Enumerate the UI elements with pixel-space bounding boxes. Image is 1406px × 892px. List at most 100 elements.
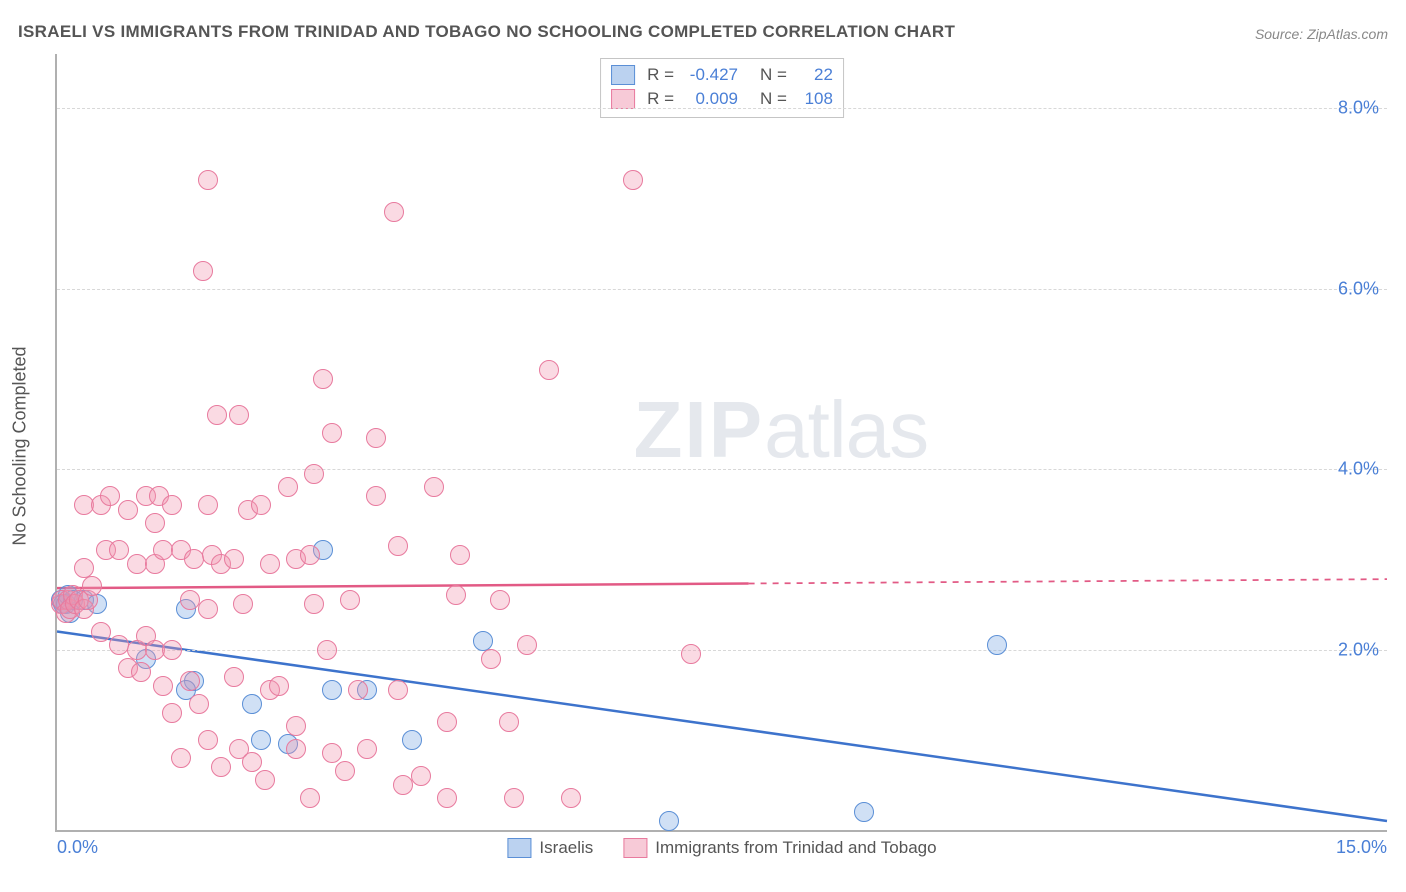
scatter-point: [131, 662, 151, 682]
y-tick: 8.0%: [1338, 98, 1379, 119]
scatter-point: [211, 757, 231, 777]
legend: Israelis Immigrants from Trinidad and To…: [507, 838, 936, 858]
scatter-point: [189, 694, 209, 714]
trend-line-dashed: [749, 579, 1387, 583]
scatter-point: [74, 558, 94, 578]
legend-pink-icon: [623, 838, 647, 858]
scatter-point: [198, 599, 218, 619]
scatter-point: [162, 640, 182, 660]
scatter-point: [681, 644, 701, 664]
scatter-point: [286, 739, 306, 759]
scatter-point: [207, 405, 227, 425]
scatter-point: [450, 545, 470, 565]
scatter-point: [153, 676, 173, 696]
scatter-point: [145, 513, 165, 533]
scatter-point: [854, 802, 874, 822]
scatter-point: [411, 766, 431, 786]
scatter-point: [229, 405, 249, 425]
scatter-point: [388, 680, 408, 700]
scatter-point: [171, 748, 191, 768]
gridline: [57, 650, 1387, 651]
legend-item-2: Immigrants from Trinidad and Tobago: [623, 838, 936, 858]
scatter-point: [242, 694, 262, 714]
scatter-point: [313, 369, 333, 389]
scatter-point: [335, 761, 355, 781]
gridline: [57, 108, 1387, 109]
scatter-point: [304, 594, 324, 614]
gridline: [57, 469, 1387, 470]
scatter-point: [260, 554, 280, 574]
scatter-point: [317, 640, 337, 660]
scatter-point: [300, 788, 320, 808]
scatter-point: [251, 730, 271, 750]
scatter-point: [109, 540, 129, 560]
scatter-point: [504, 788, 524, 808]
scatter-point: [269, 676, 289, 696]
scatter-point: [623, 170, 643, 190]
scatter-point: [304, 464, 324, 484]
scatter-point: [242, 752, 262, 772]
legend-label-2: Immigrants from Trinidad and Tobago: [655, 838, 936, 858]
scatter-point: [198, 170, 218, 190]
scatter-point: [162, 495, 182, 515]
y-tick: 4.0%: [1338, 459, 1379, 480]
scatter-point: [499, 712, 519, 732]
scatter-point: [473, 631, 493, 651]
x-tick-left: 0.0%: [57, 837, 98, 858]
scatter-point: [366, 428, 386, 448]
scatter-point: [91, 622, 111, 642]
scatter-point: [388, 536, 408, 556]
scatter-point: [517, 635, 537, 655]
scatter-point: [481, 649, 501, 669]
scatter-point: [348, 680, 368, 700]
scatter-point: [224, 667, 244, 687]
scatter-point: [162, 703, 182, 723]
x-tick-right: 15.0%: [1336, 837, 1387, 858]
scatter-point: [82, 576, 102, 596]
scatter-point: [987, 635, 1007, 655]
plot-area: ZIPatlas R = -0.427 N = 22 R = 0.009 N =…: [55, 54, 1387, 832]
scatter-point: [561, 788, 581, 808]
gridline: [57, 289, 1387, 290]
scatter-point: [251, 495, 271, 515]
scatter-point: [255, 770, 275, 790]
y-axis-label: No Schooling Completed: [10, 346, 31, 545]
scatter-point: [437, 712, 457, 732]
trend-line-solid: [57, 583, 749, 588]
legend-item-1: Israelis: [507, 838, 593, 858]
y-tick: 6.0%: [1338, 278, 1379, 299]
scatter-point: [490, 590, 510, 610]
scatter-point: [100, 486, 120, 506]
scatter-point: [180, 671, 200, 691]
source-label: Source: ZipAtlas.com: [1255, 26, 1388, 42]
scatter-point: [366, 486, 386, 506]
scatter-point: [118, 500, 138, 520]
scatter-point: [286, 716, 306, 736]
scatter-point: [278, 477, 298, 497]
scatter-point: [198, 495, 218, 515]
scatter-point: [300, 545, 320, 565]
scatter-point: [224, 549, 244, 569]
scatter-point: [384, 202, 404, 222]
scatter-point: [402, 730, 422, 750]
scatter-point: [539, 360, 559, 380]
scatter-point: [233, 594, 253, 614]
scatter-point: [357, 739, 377, 759]
scatter-point: [446, 585, 466, 605]
scatter-point: [193, 261, 213, 281]
scatter-point: [322, 423, 342, 443]
chart-title: ISRAELI VS IMMIGRANTS FROM TRINIDAD AND …: [18, 22, 955, 42]
trend-line-solid: [57, 631, 1387, 820]
legend-label-1: Israelis: [539, 838, 593, 858]
scatter-point: [659, 811, 679, 831]
scatter-point: [437, 788, 457, 808]
legend-blue-icon: [507, 838, 531, 858]
scatter-point: [424, 477, 444, 497]
scatter-point: [322, 743, 342, 763]
scatter-point: [109, 635, 129, 655]
y-tick: 2.0%: [1338, 639, 1379, 660]
scatter-point: [340, 590, 360, 610]
scatter-point: [322, 680, 342, 700]
trend-lines: [57, 54, 1387, 830]
scatter-point: [198, 730, 218, 750]
